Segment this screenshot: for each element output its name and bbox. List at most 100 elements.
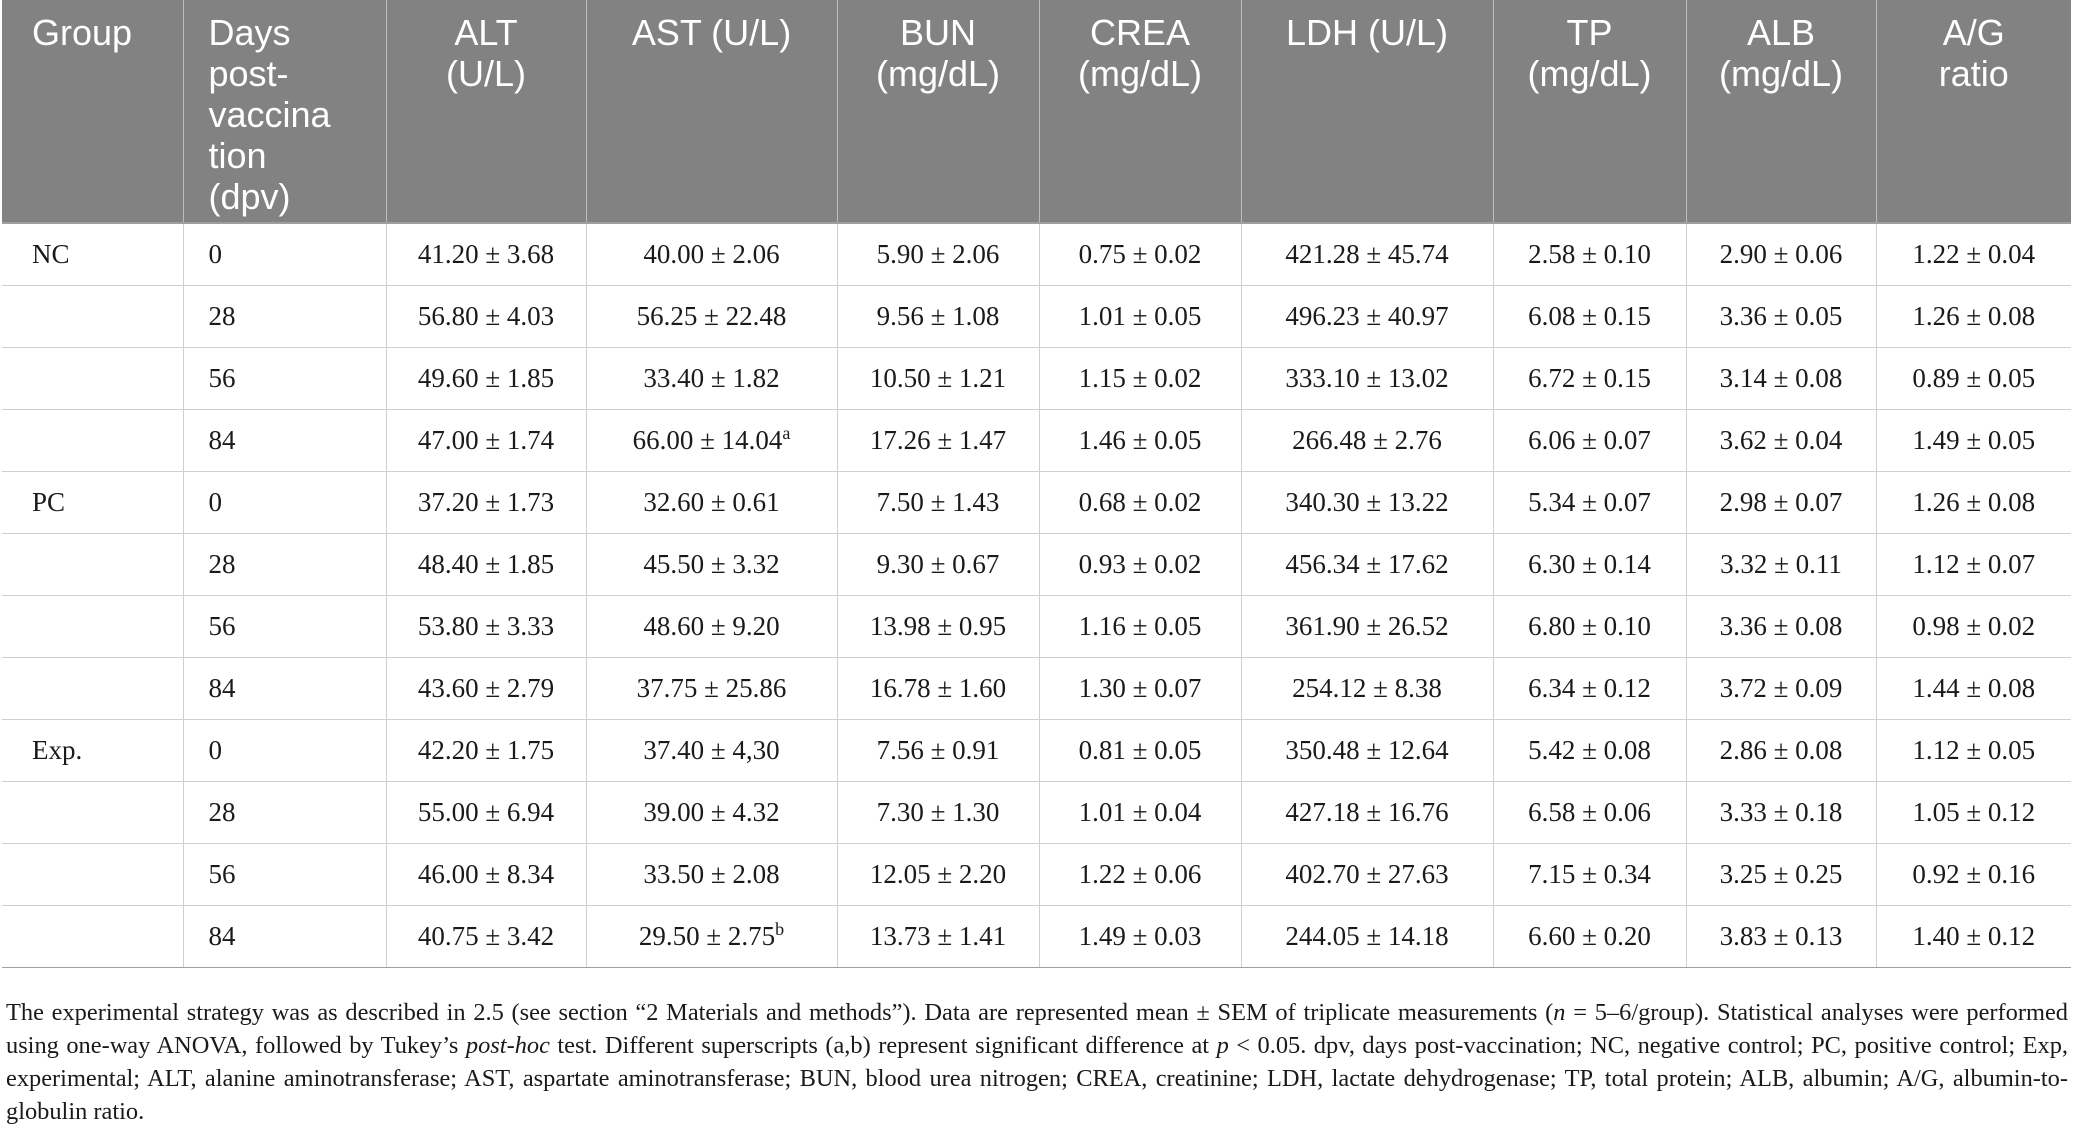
cell-group [2, 533, 184, 596]
cell-tp: 6.60 ± 0.20 [1493, 905, 1687, 968]
cell-tp: 6.08 ± 0.15 [1493, 285, 1687, 348]
cell-alb: 2.98 ± 0.07 [1686, 471, 1877, 534]
header-bun: BUN (mg/dL) [837, 0, 1040, 224]
cell-ldh: 402.70 ± 27.63 [1241, 843, 1494, 906]
cell-tp-value: 6.72 ± 0.15 [1528, 362, 1651, 393]
cell-ast: 48.60 ± 9.20 [586, 595, 838, 658]
cell-alb-value: 3.14 ± 0.08 [1719, 362, 1843, 393]
cell-tp-value: 7.15 ± 0.34 [1528, 858, 1651, 889]
cell-ag: 1.26 ± 0.08 [1876, 285, 2071, 348]
cell-crea: 1.01 ± 0.04 [1039, 781, 1242, 844]
cell-group: PC [2, 471, 184, 534]
cell-alb-value: 2.90 ± 0.06 [1719, 238, 1843, 269]
cell-alt: 37.20 ± 1.73 [386, 471, 587, 534]
table-container: Group Days post- vaccina tion (dpv) ALT … [2, 0, 2071, 968]
cell-tp: 5.42 ± 0.08 [1493, 719, 1687, 782]
cell-group [2, 409, 184, 472]
cell-tp-value: 6.58 ± 0.06 [1528, 796, 1651, 827]
cell-alb: 3.36 ± 0.05 [1686, 285, 1877, 348]
cell-days-value: 56 [208, 362, 236, 393]
cell-alb-value: 3.36 ± 0.05 [1719, 300, 1843, 331]
cell-tp-value: 5.34 ± 0.07 [1528, 486, 1651, 517]
table-row: 56 46.00 ± 8.34 33.50 ± 2.08 12.05 ± 2.20 1.… [2, 843, 2071, 906]
cell-alt-value: 53.80 ± 3.33 [417, 610, 555, 641]
cell-group [2, 285, 184, 348]
cell-days: 28 [183, 285, 387, 348]
cell-ag-value: 1.05 ± 0.12 [1912, 796, 2036, 827]
cell-crea-value: 1.16 ± 0.05 [1078, 610, 1202, 641]
cell-bun: 5.90 ± 2.06 [837, 223, 1040, 286]
header-alt: ALT (U/L) [386, 0, 587, 224]
cell-days-value: 84 [208, 920, 236, 951]
cell-alb-value: 2.86 ± 0.08 [1719, 734, 1843, 765]
cell-alt-value: 42.20 ± 1.75 [417, 734, 555, 765]
cell-group [2, 781, 184, 844]
cell-alt: 42.20 ± 1.75 [386, 719, 587, 782]
header-alb: ALB (mg/dL) [1686, 0, 1877, 224]
cell-bun-value: 7.30 ± 1.30 [876, 796, 1000, 827]
cell-crea-value: 0.68 ± 0.02 [1078, 486, 1202, 517]
table-row: PC 0 37.20 ± 1.73 32.60 ± 0.61 7.50 ± 1.43 0.… [2, 471, 2071, 534]
cell-group [2, 905, 184, 968]
cell-crea: 1.22 ± 0.06 [1039, 843, 1242, 906]
cell-group [2, 347, 184, 410]
cell-bun-value: 10.50 ± 1.21 [869, 362, 1007, 393]
cell-alt: 48.40 ± 1.85 [386, 533, 587, 596]
cell-crea: 1.15 ± 0.02 [1039, 347, 1242, 410]
cell-bun: 9.30 ± 0.67 [837, 533, 1040, 596]
cell-ldh: 456.34 ± 17.62 [1241, 533, 1494, 596]
cell-ag: 0.98 ± 0.02 [1876, 595, 2071, 658]
cell-ast-value: 37.75 ± 25.86 [636, 672, 787, 703]
cell-ag-value: 1.22 ± 0.04 [1912, 238, 2036, 269]
cell-ast: 39.00 ± 4.32 [586, 781, 838, 844]
cell-group-value: PC [32, 486, 66, 517]
header-ast: AST (U/L) [586, 0, 838, 224]
cell-tp-value: 6.06 ± 0.07 [1528, 424, 1651, 455]
table-row: 56 49.60 ± 1.85 33.40 ± 1.82 10.50 ± 1.21 1.… [2, 347, 2071, 410]
cell-days: 84 [183, 409, 387, 472]
cell-tp: 6.34 ± 0.12 [1493, 657, 1687, 720]
cell-days-value: 84 [208, 672, 236, 703]
cell-crea-value: 1.46 ± 0.05 [1078, 424, 1202, 455]
cell-crea: 1.30 ± 0.07 [1039, 657, 1242, 720]
cell-alt-value: 46.00 ± 8.34 [417, 858, 555, 889]
cell-bun: 7.30 ± 1.30 [837, 781, 1040, 844]
cell-bun-value: 13.98 ± 0.95 [869, 610, 1007, 641]
cell-ldh-value: 496.23 ± 40.97 [1285, 300, 1449, 331]
cell-days: 28 [183, 533, 387, 596]
cell-bun: 7.56 ± 0.91 [837, 719, 1040, 782]
footnote-text-4: < 0.05. dpv, days post-vaccination; NC, … [6, 1032, 2068, 1125]
cell-ag: 1.12 ± 0.07 [1876, 533, 2071, 596]
biochemistry-table: Group Days post- vaccina tion (dpv) ALT … [2, 0, 2071, 968]
cell-crea-value: 1.30 ± 0.07 [1078, 672, 1202, 703]
cell-alb: 3.83 ± 0.13 [1686, 905, 1877, 968]
cell-alt: 55.00 ± 6.94 [386, 781, 587, 844]
cell-ast-value: 40.00 ± 2.06 [643, 238, 780, 269]
header-group: Group [2, 0, 184, 224]
table-footnote: The experimental strategy was as describ… [6, 996, 2068, 1128]
cell-alb-value: 3.72 ± 0.09 [1719, 672, 1843, 703]
cell-ast: 32.60 ± 0.61 [586, 471, 838, 534]
cell-ldh: 427.18 ± 16.76 [1241, 781, 1494, 844]
cell-days-value: 28 [208, 300, 236, 331]
cell-ag: 0.92 ± 0.16 [1876, 843, 2071, 906]
cell-crea-value: 0.75 ± 0.02 [1078, 238, 1202, 269]
cell-alt-value: 48.40 ± 1.85 [417, 548, 555, 579]
cell-alb-value: 3.36 ± 0.08 [1719, 610, 1843, 641]
cell-ldh: 340.30 ± 13.22 [1241, 471, 1494, 534]
cell-ag-value: 1.26 ± 0.08 [1912, 300, 2036, 331]
cell-ldh: 244.05 ± 14.18 [1241, 905, 1494, 968]
cell-ast: 56.25 ± 22.48 [586, 285, 838, 348]
cell-ag-value: 1.26 ± 0.08 [1912, 486, 2036, 517]
cell-alt: 40.75 ± 3.42 [386, 905, 587, 968]
cell-days-value: 0 [208, 486, 223, 517]
cell-ast-value: 66.00 ± 14.04 [632, 424, 783, 455]
cell-days: 84 [183, 657, 387, 720]
cell-group [2, 657, 184, 720]
cell-bun: 12.05 ± 2.20 [837, 843, 1040, 906]
header-days: Days post- vaccina tion (dpv) [183, 0, 387, 224]
cell-group [2, 843, 184, 906]
cell-alb: 3.72 ± 0.09 [1686, 657, 1877, 720]
cell-ag: 1.12 ± 0.05 [1876, 719, 2071, 782]
table-row: 84 43.60 ± 2.79 37.75 ± 25.86 16.78 ± 1.60 1… [2, 657, 2071, 720]
